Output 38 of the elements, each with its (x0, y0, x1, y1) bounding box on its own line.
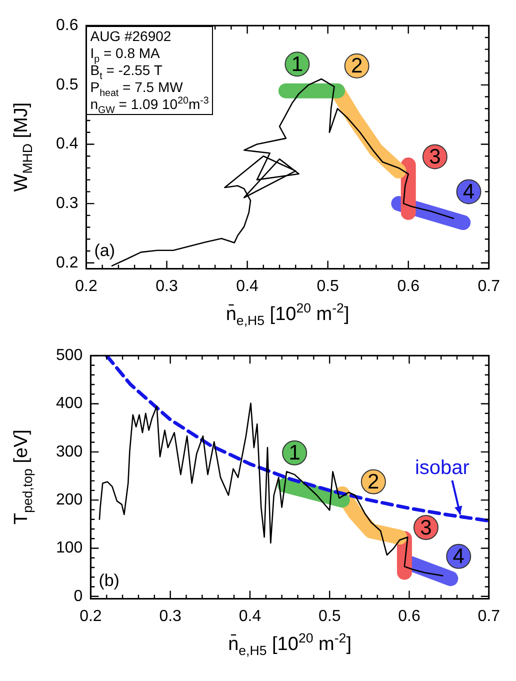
annotation: 3 (420, 516, 432, 540)
annotation: 4 (452, 545, 465, 568)
x-tick-label: 0.2 (75, 278, 98, 295)
x-tick-label: 0.6 (397, 278, 420, 295)
x-tick-label: 0.6 (398, 608, 420, 625)
y-tick-label: 300 (56, 443, 83, 460)
x-tick-label: 0.3 (159, 608, 182, 625)
x-axis-title: n̄$_{e,H5}$ [10$^{20}$ m$^{-2}$] (224, 300, 350, 328)
y-tick-label: 200 (56, 491, 83, 508)
annotation: 4 (462, 180, 475, 204)
x-tick-label: 0.2 (80, 608, 102, 625)
annotation: (b) (98, 570, 120, 591)
x-tick-label: 0.4 (236, 278, 259, 295)
annotation: I$_{p}$ = 0.8 MA (90, 44, 161, 64)
y-tick-label: 0.6 (56, 17, 78, 34)
annotation: 2 (368, 470, 380, 494)
y-tick-label: 400 (56, 395, 83, 412)
y-tick-label: 0.3 (56, 194, 78, 212)
x-tick-label: 0.7 (478, 608, 500, 625)
y-tick-label: 0.4 (56, 136, 78, 153)
y-tick-label: 500 (56, 347, 83, 364)
annotation: 2 (350, 54, 363, 78)
annotation: isobar (414, 456, 470, 479)
annotation: (a) (94, 240, 116, 261)
x-tick-label: 0.5 (318, 608, 341, 625)
x-tick-label: 0.5 (316, 278, 340, 295)
annotation: 1 (288, 442, 300, 465)
y-tick-label: 0.5 (56, 76, 78, 94)
x-axis-title: n̄$_{e,H5}$ [10$^{20}$ m$^{-2}$] (227, 630, 352, 658)
y-tick-label: 100 (56, 540, 83, 557)
y-tick-label: 0.2 (56, 254, 78, 272)
annotation: AUG #26902 (90, 28, 172, 45)
x-tick-label: 0.4 (238, 608, 262, 625)
annotation: 3 (429, 145, 441, 168)
x-tick-label: 0.7 (478, 278, 500, 295)
y-tick-label: 0 (74, 588, 83, 605)
x-tick-label: 0.3 (156, 278, 178, 295)
annotation: 1 (291, 52, 304, 76)
